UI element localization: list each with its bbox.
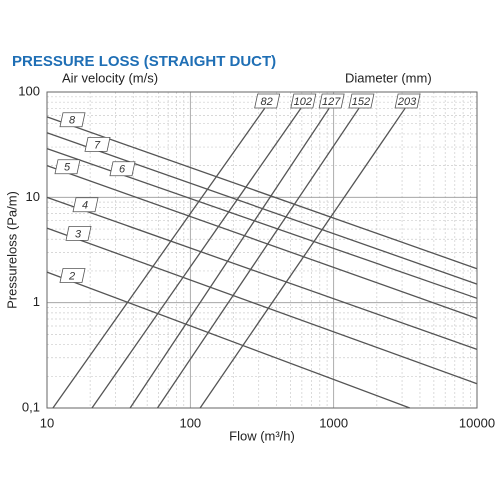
series-line (46, 196, 478, 351)
x-tick-label: 1000 (319, 415, 348, 430)
series-label-box (290, 93, 317, 109)
x-tick-label: 100 (179, 415, 201, 430)
series-label-box (72, 197, 99, 213)
series-label-box (348, 93, 375, 109)
series-label: 152 (352, 96, 370, 108)
series-label: 102 (294, 96, 312, 108)
series-line (156, 107, 360, 409)
y-axis-label: Pressureloss (Pa/m) (4, 191, 19, 309)
diameter-heading: Diameter (mm) (345, 70, 432, 85)
series-label-box (59, 112, 86, 128)
series-label-box (84, 136, 111, 152)
plot-background (47, 92, 477, 408)
y-tick-label: 1 (33, 294, 40, 309)
series-label: 2 (68, 270, 75, 282)
series-label-box (109, 161, 136, 177)
series-label-box (65, 225, 92, 241)
series-label-box (318, 93, 345, 109)
series-label: 8 (69, 115, 76, 127)
series-label: 3 (75, 228, 82, 240)
y-tick-label: 0,1 (22, 399, 40, 414)
series-line (46, 116, 478, 270)
series-line (52, 107, 266, 409)
series-label-box (59, 268, 86, 283)
y-tick-label: 100 (18, 83, 40, 98)
plot-frame (46, 91, 478, 409)
x-tick-label: 10000 (459, 415, 495, 430)
series-line (46, 227, 478, 385)
series-label-box (54, 159, 81, 175)
series-line (46, 271, 411, 409)
series-label: 127 (322, 96, 341, 108)
series-label-box (254, 93, 281, 109)
series-line (46, 132, 478, 285)
series-label: 4 (82, 200, 88, 212)
series-label: 5 (64, 162, 71, 174)
series-line (46, 165, 478, 319)
series-label: 6 (119, 164, 126, 176)
chart-title: PRESSURE LOSS (STRAIGHT DUCT) (12, 53, 276, 70)
series-label-box (394, 93, 421, 109)
series-line (129, 107, 330, 409)
series-line (199, 107, 406, 409)
series-label: 203 (397, 96, 417, 108)
series-label: 7 (94, 139, 101, 151)
x-tick-label: 10 (40, 415, 54, 430)
series-label: 82 (261, 96, 273, 108)
y-tick-label: 10 (26, 189, 40, 204)
series-line (91, 107, 302, 409)
x-axis-label: Flow (m³/h) (229, 428, 295, 443)
velocity-heading: Air velocity (m/s) (62, 70, 158, 85)
